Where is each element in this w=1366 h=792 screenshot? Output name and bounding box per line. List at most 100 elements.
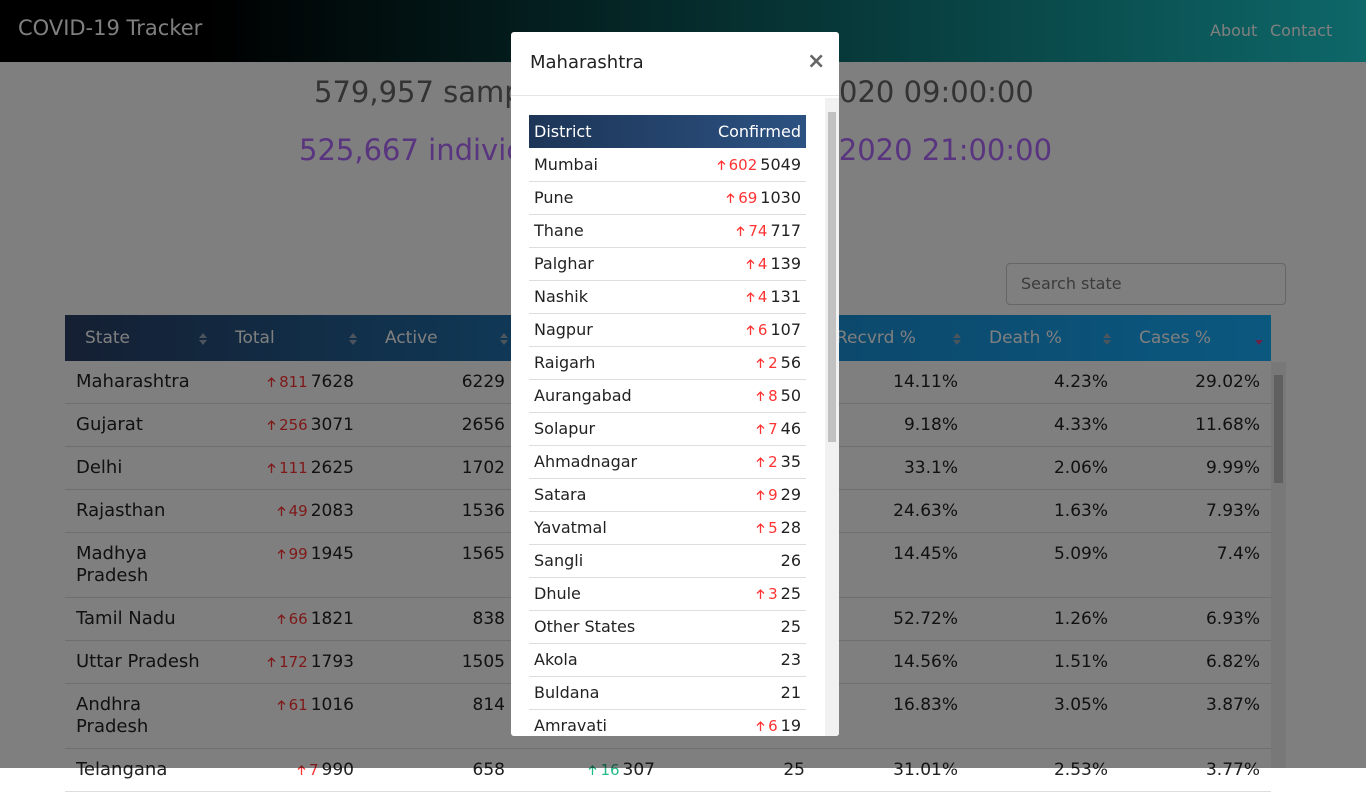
district-table: District Confirmed Mumbai 602 5049 Pune 69 10… bbox=[529, 115, 806, 736]
confirmed-header[interactable]: Confirmed bbox=[717, 122, 801, 141]
district-row: Aurangabad 8 50 bbox=[529, 379, 806, 413]
district-row: Palghar 4 139 bbox=[529, 247, 806, 281]
confirmed-delta: 3 bbox=[756, 585, 778, 603]
up-arrow-icon bbox=[756, 391, 765, 401]
delta-value: 3 bbox=[768, 585, 778, 603]
district-row: Satara 9 29 bbox=[529, 478, 806, 512]
confirmed-value: 35 bbox=[780, 452, 801, 471]
confirmed-value: 28 bbox=[780, 518, 801, 537]
delta-value: 9 bbox=[768, 486, 778, 504]
confirmed-value: 26 bbox=[780, 551, 801, 570]
delta-value: 69 bbox=[738, 189, 758, 207]
confirmed-cell: 69 1030 bbox=[667, 181, 806, 215]
confirmed-delta: 602 bbox=[717, 155, 758, 174]
district-row: Pune 69 1030 bbox=[529, 181, 806, 215]
confirmed-value: 56 bbox=[780, 353, 801, 372]
district-name: Solapur bbox=[529, 412, 668, 446]
modal-header: Maharashtra × bbox=[511, 32, 839, 96]
district-row: Mumbai 602 5049 bbox=[529, 148, 806, 182]
modal-title: Maharashtra bbox=[530, 52, 644, 73]
confirmed-delta: 5 bbox=[756, 519, 778, 537]
district-row: Sangli 26 bbox=[529, 544, 806, 578]
confirmed-delta: 74 bbox=[736, 222, 767, 240]
delta-value: 6 bbox=[757, 321, 768, 339]
district-row: Buldana 21 bbox=[529, 676, 806, 710]
confirmed-delta: 7 bbox=[756, 420, 778, 438]
confirmed-value: 23 bbox=[780, 650, 801, 669]
district-name: Palghar bbox=[529, 247, 668, 281]
confirmed-cell: 7 46 bbox=[667, 412, 806, 446]
confirmed-value: 21 bbox=[780, 683, 801, 702]
confirmed-value: 19 bbox=[780, 716, 801, 735]
confirmed-value: 717 bbox=[770, 221, 801, 240]
district-name: Amravati bbox=[529, 709, 668, 736]
confirmed-cell: 9 29 bbox=[667, 478, 806, 512]
delta-value: 4 bbox=[757, 288, 768, 306]
confirmed-value: 50 bbox=[780, 386, 801, 405]
delta-value: 4 bbox=[757, 255, 768, 273]
district-name: Raigarh bbox=[529, 346, 668, 380]
up-arrow-icon bbox=[746, 292, 755, 302]
confirmed-delta: 9 bbox=[756, 486, 778, 504]
up-arrow-icon bbox=[746, 325, 755, 335]
up-arrow-icon bbox=[756, 523, 765, 533]
confirmed-value: 107 bbox=[770, 320, 801, 339]
district-name: Nashik bbox=[529, 280, 668, 314]
up-arrow-icon bbox=[756, 721, 765, 731]
delta-value: 602 bbox=[728, 155, 758, 174]
district-name: Satara bbox=[529, 478, 668, 512]
district-name: Buldana bbox=[529, 676, 668, 710]
district-row: Solapur 7 46 bbox=[529, 412, 806, 446]
confirmed-cell: 6 107 bbox=[667, 313, 806, 347]
district-name: Dhule bbox=[529, 577, 668, 611]
district-name: Ahmadnagar bbox=[529, 445, 668, 479]
confirmed-value: 1030 bbox=[760, 188, 801, 207]
confirmed-cell: 2 35 bbox=[667, 445, 806, 479]
up-arrow-icon bbox=[746, 259, 755, 269]
delta-value: 2 bbox=[768, 453, 778, 471]
delta-value: 5 bbox=[768, 519, 778, 537]
confirmed-cell: 23 bbox=[667, 643, 806, 677]
confirmed-cell: 26 bbox=[667, 544, 806, 578]
confirmed-value: 29 bbox=[780, 485, 801, 504]
district-row: Nagpur 6 107 bbox=[529, 313, 806, 347]
confirmed-delta: 69 bbox=[726, 189, 757, 207]
confirmed-value: 131 bbox=[770, 287, 801, 306]
district-row: Dhule 3 25 bbox=[529, 577, 806, 611]
district-name: Aurangabad bbox=[529, 379, 668, 413]
confirmed-cell: 602 5049 bbox=[667, 148, 806, 182]
district-name: Other States bbox=[529, 610, 668, 644]
confirmed-value: 25 bbox=[780, 584, 801, 603]
district-name: Sangli bbox=[529, 544, 668, 578]
confirmed-value: 5049 bbox=[760, 154, 801, 174]
district-name: Akola bbox=[529, 643, 668, 677]
district-row: Akola 23 bbox=[529, 643, 806, 677]
modal-scrollbar-thumb[interactable] bbox=[828, 112, 836, 442]
confirmed-cell: 21 bbox=[667, 676, 806, 710]
delta-value: 6 bbox=[768, 717, 778, 735]
district-row: Ahmadnagar 2 35 bbox=[529, 445, 806, 479]
up-arrow-icon bbox=[736, 226, 745, 236]
confirmed-delta: 4 bbox=[746, 255, 768, 273]
up-arrow-icon bbox=[717, 159, 726, 170]
confirmed-delta: 2 bbox=[756, 453, 778, 471]
confirmed-cell: 6 19 bbox=[667, 709, 806, 736]
district-name: Yavatmal bbox=[529, 511, 668, 545]
up-arrow-icon bbox=[756, 490, 765, 500]
confirmed-cell: 4 139 bbox=[667, 247, 806, 281]
up-arrow-icon bbox=[726, 193, 735, 203]
confirmed-cell: 8 50 bbox=[667, 379, 806, 413]
close-button[interactable]: × bbox=[807, 49, 826, 74]
district-name: Mumbai bbox=[529, 148, 668, 182]
confirmed-cell: 5 28 bbox=[667, 511, 806, 545]
district-row: Thane 74 717 bbox=[529, 214, 806, 248]
confirmed-cell: 74 717 bbox=[667, 214, 806, 248]
district-header[interactable]: District bbox=[534, 122, 592, 141]
up-arrow-icon bbox=[756, 424, 765, 434]
confirmed-delta: 8 bbox=[756, 387, 778, 405]
delta-value: 2 bbox=[768, 354, 778, 372]
confirmed-value: 25 bbox=[780, 617, 801, 636]
district-row: Yavatmal 5 28 bbox=[529, 511, 806, 545]
confirmed-value: 139 bbox=[770, 254, 801, 273]
